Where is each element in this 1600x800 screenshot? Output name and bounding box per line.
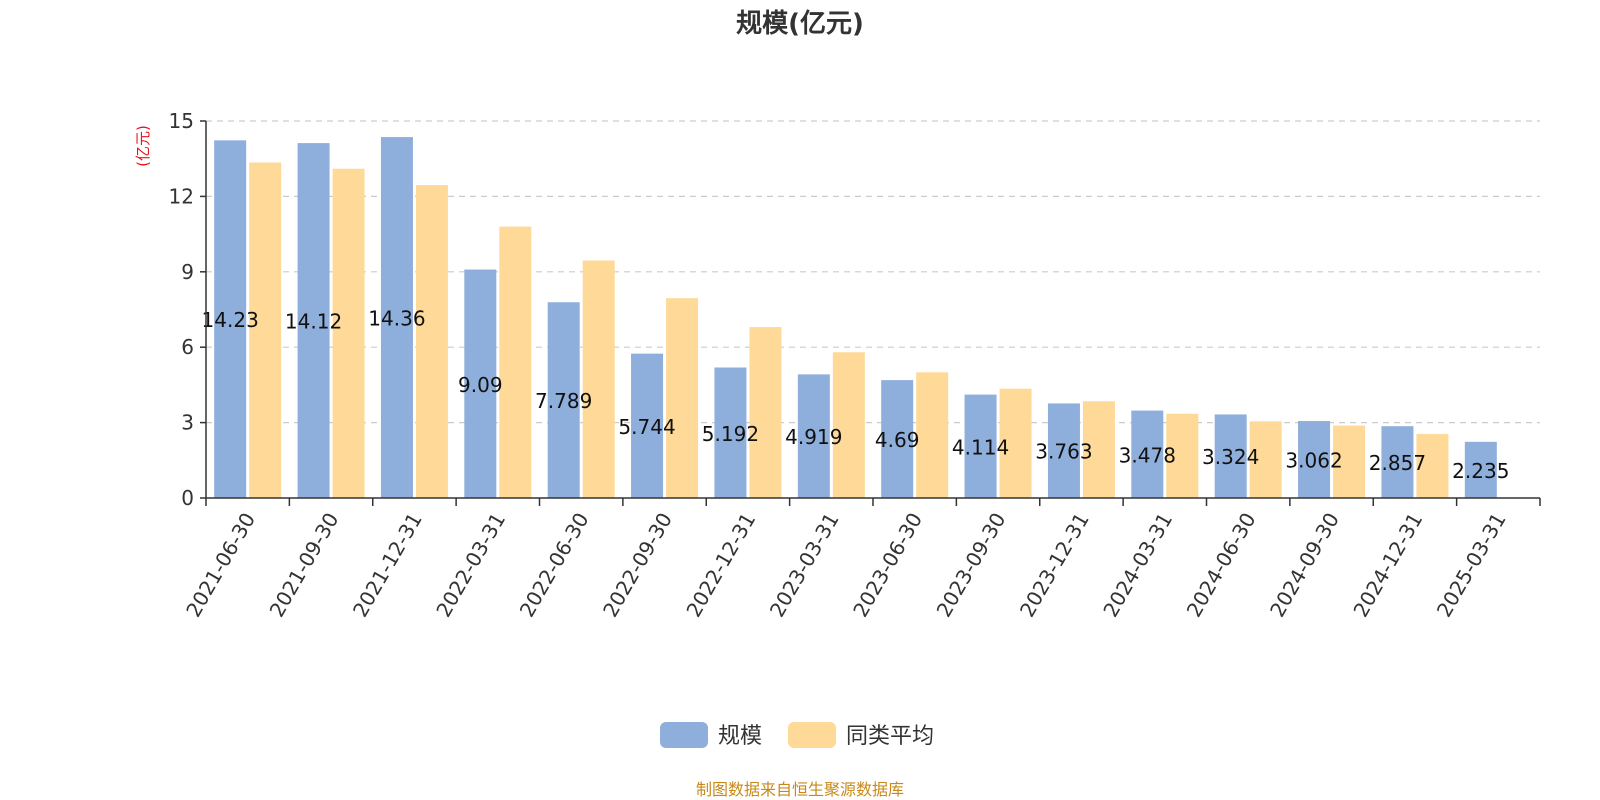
data-label: 4.919 [785,425,842,449]
chart-title: 规模(亿元) [736,9,864,39]
data-label: 2.857 [1369,451,1426,475]
data-label: 14.36 [368,307,425,331]
bar-peer-average [1416,433,1449,498]
y-tick-label: 9 [181,260,194,284]
x-tick-label: 2021-09-30 [264,509,343,622]
bar-scale [797,374,830,498]
x-tick-label: 2022-03-31 [431,509,510,622]
bar-peer-average [666,298,699,498]
bar-scale [1298,421,1331,498]
data-labels: 14.23 14.12 14.36 9.09 7.789 5.744 5.192 4.919 4… [202,307,1510,483]
data-label: 4.114 [952,435,1009,459]
bar-scale [380,137,413,498]
x-tick-label: 2021-06-30 [181,509,260,622]
x-tick-label: 2023-03-31 [765,509,844,622]
bar-peer-average [1082,401,1115,498]
bar-peer-average [499,226,532,498]
x-tick-label: 2022-09-30 [598,509,677,622]
x-tick-label: 2024-09-30 [1265,509,1344,622]
source-note: 制图数据来自恒生聚源数据库 [696,780,904,799]
bar-peer-average [249,162,282,498]
data-label: 3.478 [1119,443,1176,467]
x-tick-label: 2024-06-30 [1182,509,1261,622]
y-axis-unit: (亿元) [134,125,152,167]
y-tick-label: 0 [181,486,194,510]
bar-scale [464,269,497,498]
data-label: 3.763 [1035,440,1092,464]
bar-peer-average [1249,421,1282,498]
bar-peer-average [582,260,615,498]
y-tick-label: 3 [181,411,194,435]
data-label: 5.192 [702,422,759,446]
legend-swatch-scale[interactable] [660,722,708,748]
data-label: 3.062 [1285,449,1342,473]
bar-scale [881,380,914,498]
bar-scale [214,140,247,498]
legend-label-peer-average[interactable]: 同类平均 [846,724,934,749]
data-label: 7.789 [535,389,592,413]
bar-peer-average [1333,425,1366,498]
y-tick-label: 6 [181,335,194,359]
legend[interactable]: 规模 同类平均 [660,722,934,749]
data-label: 14.23 [202,308,259,332]
bar-scale [714,367,747,498]
bar-peer-average [415,185,448,498]
bar-scale [1131,410,1164,498]
bar-scale [297,143,330,498]
legend-swatch-peer-average[interactable] [788,722,836,748]
x-tick-label: 2024-03-31 [1098,509,1177,622]
bar-peer-average [749,327,782,498]
bar-peer-average [832,352,865,498]
bar-scale [1464,441,1497,498]
data-label: 5.744 [618,415,675,439]
bar-peer-average [916,372,949,498]
bar-peer-average [332,168,365,498]
bar-scale [1381,426,1414,498]
data-label: 9.09 [458,373,503,397]
x-tick-label: 2025-03-31 [1432,509,1511,622]
x-tick-label: 2024-12-31 [1348,509,1427,622]
x-tick-label: 2023-09-30 [931,509,1010,622]
bar-peer-average [1166,413,1199,498]
x-tick-label: 2022-12-31 [681,509,760,622]
y-tick-label: 12 [169,184,194,208]
x-tick-label: 2023-12-31 [1015,509,1094,622]
bar-scale [1214,414,1247,498]
bar-scale [1047,403,1080,498]
bars [214,137,1497,498]
data-label: 4.69 [875,428,920,452]
x-tick-label: 2021-12-31 [348,509,427,622]
legend-label-scale[interactable]: 规模 [718,724,762,749]
x-tick-label: 2023-06-30 [848,509,927,622]
bar-scale [964,394,997,498]
x-tick-label: 2022-06-30 [515,509,594,622]
bar-scale [547,302,580,498]
data-label: 2.235 [1452,459,1509,483]
data-label: 3.324 [1202,445,1259,469]
bar-scale [631,353,664,498]
bar-peer-average [999,388,1032,498]
y-tick-label: 15 [169,109,194,133]
data-label: 14.12 [285,310,342,334]
